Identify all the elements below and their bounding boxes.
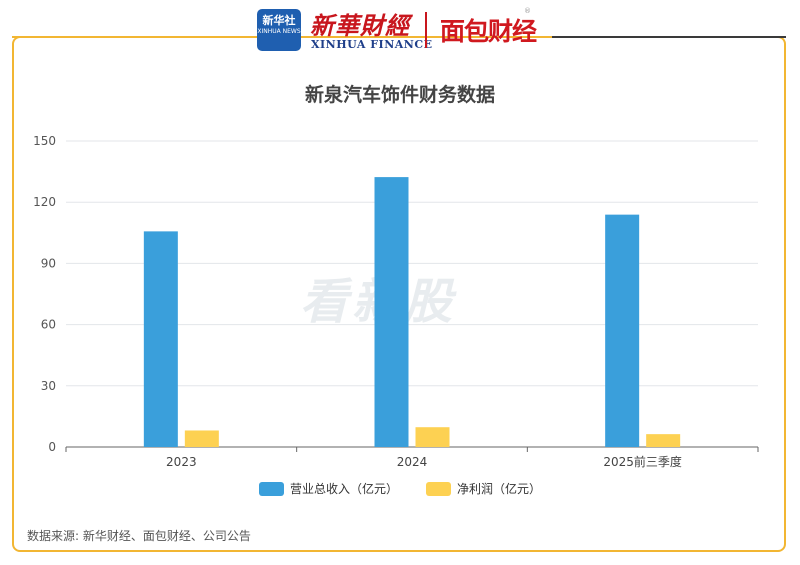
y-tick-label: 150 [33,134,56,148]
legend-label: 净利润（亿元） [457,482,542,496]
header: 新华社 XINHUA NEWS 新華財經 XINHUA FINANCE 面包财经… [0,0,800,60]
y-tick-label: 0 [48,440,56,454]
bar [374,177,409,447]
registered-mark: ® [524,7,531,15]
bar [143,231,178,447]
y-tick-label: 30 [41,379,56,393]
x-tick-label: 2023 [166,455,197,469]
legend-swatch [426,481,451,496]
bar [415,427,450,447]
xinhua-badge-subtext: XINHUA NEWS [257,28,301,35]
x-tick-label: 2025前三季度 [603,454,682,469]
bar [646,434,681,447]
chart-legend: 营业总收入（亿元） 净利润（亿元） [0,480,800,499]
legend-swatch [258,481,284,496]
header-rule-right [552,36,786,38]
legend-label: 营业总收入（亿元） [289,482,398,496]
xinhua-badge-text: 新华社 [262,14,296,27]
xinhua-finance-title: 新華財經 [310,11,410,40]
header-rule-left [12,36,252,38]
x-tick-label: 2024 [397,455,428,469]
mianbao-caijing-logo: 面包财经 [440,17,537,46]
xinhua-finance-subtitle: XINHUA FINANCE [311,38,433,51]
y-tick-label: 60 [41,318,56,332]
legend-item[interactable]: 营业总收入（亿元） [258,480,398,497]
xinhua-news-logo: 新华社 XINHUA NEWS [257,9,301,51]
y-tick-label: 120 [33,195,56,209]
bar [605,214,640,447]
bar [184,430,219,447]
logo-divider [425,12,427,48]
legend-item[interactable]: 净利润（亿元） [426,480,541,497]
chart-title: 新泉汽车饰件财务数据 [304,84,495,106]
data-source-note: 数据来源: 新华财经、面包财经、公司公告 [27,529,251,543]
y-tick-label: 90 [41,256,56,270]
